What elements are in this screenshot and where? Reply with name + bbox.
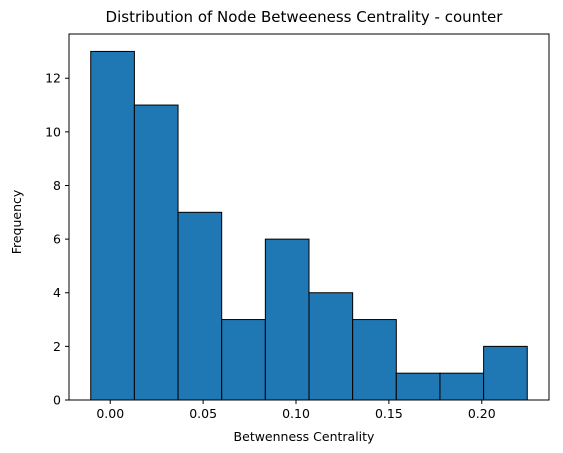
x-tick-label: 0.05 bbox=[189, 406, 217, 421]
histogram-bar-1 bbox=[90, 50, 135, 401]
y-axis-label: Frequency bbox=[9, 189, 24, 254]
x-tick-label: 0.20 bbox=[468, 406, 496, 421]
x-tick-label: 0.10 bbox=[282, 406, 310, 421]
histogram-bar-5 bbox=[264, 238, 310, 401]
x-tick-label: 0.15 bbox=[375, 406, 403, 421]
histogram-bar-10 bbox=[483, 345, 528, 401]
y-tick-label: 10 bbox=[45, 124, 61, 139]
histogram-bar-8 bbox=[395, 372, 441, 401]
x-axis-label: Betwenness Centrality bbox=[234, 429, 376, 444]
histogram-bar-6 bbox=[308, 292, 354, 401]
histogram-bar-3 bbox=[177, 211, 223, 401]
plot-frame bbox=[68, 33, 550, 401]
histogram-bar-2 bbox=[133, 104, 179, 401]
y-tick-label: 2 bbox=[53, 339, 61, 354]
bars-group bbox=[90, 50, 528, 401]
x-axis-ticks: 0.00 0.05 0.10 0.15 0.20 bbox=[96, 400, 496, 421]
histogram-bar-4 bbox=[221, 319, 266, 401]
x-tick-label: 0.00 bbox=[96, 406, 124, 421]
chart-title: Distribution of Node Betweeness Centrali… bbox=[106, 8, 504, 26]
histogram-bar-9 bbox=[439, 372, 485, 401]
y-tick-label: 0 bbox=[53, 393, 61, 408]
y-tick-label: 6 bbox=[53, 232, 61, 247]
y-tick-label: 12 bbox=[45, 71, 61, 86]
y-axis-ticks: 0 2 4 6 8 10 12 bbox=[45, 71, 69, 408]
histogram-bar-7 bbox=[352, 319, 397, 401]
y-tick-label: 4 bbox=[53, 285, 61, 300]
y-tick-label: 8 bbox=[53, 178, 61, 193]
